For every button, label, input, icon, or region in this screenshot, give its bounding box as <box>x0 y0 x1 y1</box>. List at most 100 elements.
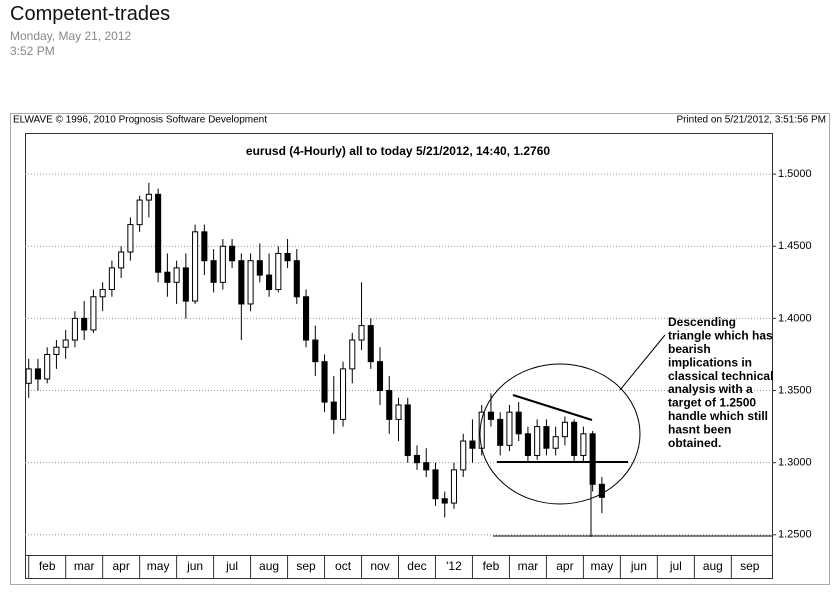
x-tick-label: apr <box>112 559 129 573</box>
annotation-line: triangle which has <box>668 329 773 343</box>
candle-body <box>136 199 143 226</box>
triangle-circle <box>479 363 641 505</box>
x-tick-label: mar <box>74 559 95 573</box>
candle-body <box>256 260 263 276</box>
candle-body <box>349 339 356 370</box>
candle-body <box>108 267 115 291</box>
drawn-annotation <box>479 334 772 537</box>
chart-printed: Printed on 5/21/2012, 3:51:56 PM <box>676 115 826 126</box>
candle-body <box>413 454 421 464</box>
x-tick-label: may <box>147 559 170 573</box>
candle-body <box>201 231 208 262</box>
candle-body <box>404 404 411 456</box>
candle-body <box>543 426 550 449</box>
candle-body <box>303 296 310 341</box>
candle-body <box>367 325 374 363</box>
candle-body <box>99 289 106 298</box>
candle-body <box>534 426 541 456</box>
candle-body <box>247 260 254 305</box>
candle-body <box>155 193 162 273</box>
candle-body <box>173 267 180 283</box>
chart-source: ELWAVE © 1996, 2010 Prognosis Software D… <box>13 115 267 126</box>
candle-body <box>145 193 152 201</box>
candle-body <box>339 368 347 420</box>
candle-body <box>423 462 430 471</box>
candle-body <box>164 271 171 283</box>
candle-body <box>497 418 504 446</box>
candle-body <box>358 325 365 341</box>
candle-body <box>524 433 531 456</box>
x-tick-label: nov <box>370 559 389 573</box>
candle-body <box>238 260 245 305</box>
candle-body <box>275 252 282 291</box>
chart-frame <box>10 113 830 585</box>
candle-body <box>293 260 300 298</box>
chart-title: eurusd (4-Hourly) all to today 5/21/2012… <box>246 144 550 158</box>
x-tick-label: sep <box>296 559 316 573</box>
x-tick-label: jul <box>225 559 238 573</box>
candle-body <box>376 361 384 392</box>
x-tick-label: feb <box>483 559 500 573</box>
candle-body <box>395 404 402 420</box>
post-date: Monday, May 21, 2012 <box>10 29 132 43</box>
candle-body <box>460 440 467 471</box>
grid: 1.2500 1.3000 1.3500 1.4000 1.4500 1.5000 feb m… <box>25 168 812 578</box>
candle-body <box>219 245 226 283</box>
candles <box>25 182 605 518</box>
callout-line <box>619 334 666 391</box>
candle-body <box>62 339 69 348</box>
annotation-line: analysis with a <box>668 382 753 396</box>
candle-body <box>589 433 596 485</box>
annotation-line: implications in <box>668 355 752 369</box>
candle-body <box>284 252 291 262</box>
candle-body <box>90 296 97 331</box>
candle-body <box>450 469 458 504</box>
candle-body <box>386 390 393 420</box>
candle-body <box>71 317 78 341</box>
post-time: 3:52 PM <box>10 44 55 58</box>
candle-body <box>210 260 217 283</box>
annotation-line: bearish <box>668 342 711 356</box>
candle-body <box>53 346 60 355</box>
candle-body <box>506 411 513 446</box>
candle-body <box>571 421 578 456</box>
annotation-line: hasnt been <box>668 422 731 436</box>
annotation-line: target of 1.2500 <box>668 396 756 410</box>
candle-body <box>580 433 587 456</box>
candle-body <box>487 411 494 420</box>
candle-body <box>25 368 32 384</box>
candle-body <box>321 361 328 403</box>
x-tick-label: may <box>591 559 614 573</box>
y-tick-label: 1.5000 <box>778 168 812 180</box>
candle-body <box>118 251 125 269</box>
candle-body <box>34 368 41 380</box>
candle-body <box>432 469 439 500</box>
y-tick-label: 1.3500 <box>778 384 812 396</box>
candle-body <box>182 267 189 302</box>
y-tick-label: 1.4500 <box>778 240 812 252</box>
x-tick-label: jun <box>630 559 647 573</box>
candle-body <box>192 231 199 302</box>
blog-title: Competent-trades <box>10 3 171 25</box>
x-tick-label: oct <box>335 559 352 573</box>
candle-body <box>44 353 51 380</box>
candle-body <box>81 317 88 331</box>
candle-body <box>312 339 319 363</box>
annotation-line: obtained. <box>668 436 721 450</box>
x-tick-label: sep <box>740 559 760 573</box>
candle-body <box>598 483 605 498</box>
y-tick-label: 1.4000 <box>778 312 812 324</box>
x-tick-label: feb <box>39 559 56 573</box>
x-tick-label: apr <box>556 559 573 573</box>
candle-body <box>330 401 337 420</box>
x-tick-label: mar <box>518 559 539 573</box>
x-tick-label: '12 <box>446 559 462 573</box>
candle-body <box>469 440 476 449</box>
candle-body <box>515 411 522 435</box>
candle-body <box>229 245 236 262</box>
candle-body <box>127 224 134 253</box>
annotation-line: classical technical <box>668 369 773 383</box>
